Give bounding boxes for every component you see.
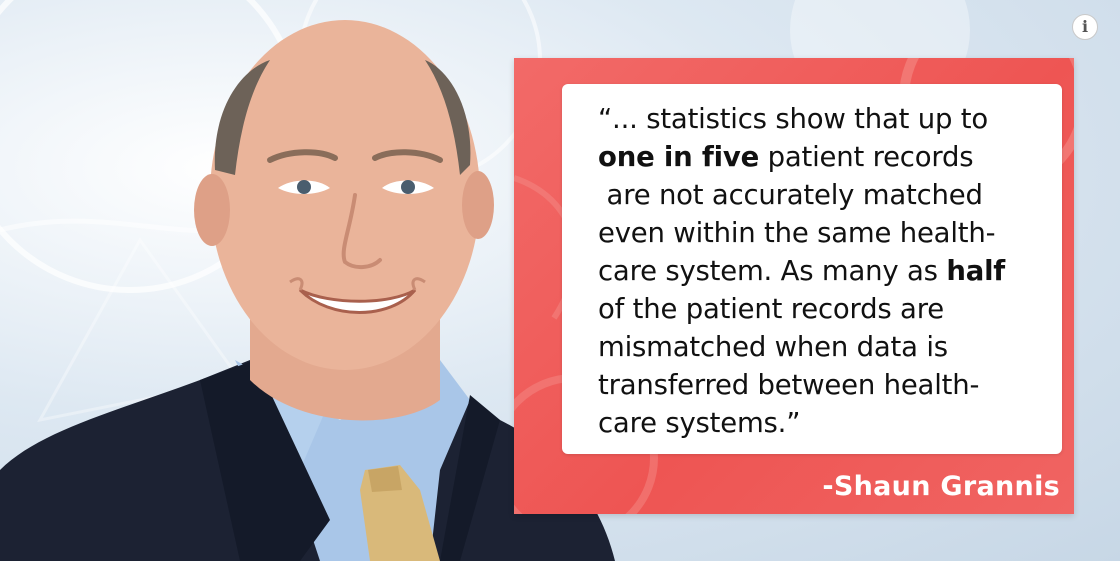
quote-emphasis: half: [946, 255, 1006, 287]
quote-line: care system. As many as half: [598, 255, 1006, 287]
quote-attribution: -Shaun Grannis: [822, 471, 1060, 502]
info-button[interactable]: i: [1072, 14, 1098, 40]
quote-line: “... statistics show that up to: [598, 103, 988, 135]
quote-line: one in five patient records: [598, 141, 974, 173]
quote-text: “... statistics show that up to one in f…: [598, 100, 1048, 442]
quote-line: care systems.”: [598, 407, 801, 439]
quote-line: of the patient records are: [598, 293, 944, 325]
quote-panel: “... statistics show that up to one in f…: [514, 58, 1074, 514]
quote-card: “... statistics show that up to one in f…: [562, 84, 1062, 454]
quote-line: mismatched when data is: [598, 331, 948, 363]
quote-emphasis: one in five: [598, 141, 760, 173]
quote-line: are not accurately matched: [598, 179, 983, 211]
speaker-portrait: [0, 20, 615, 561]
info-icon: i: [1081, 17, 1089, 36]
quote-line: even within the same health-: [598, 217, 996, 249]
quote-line: transferred between health-: [598, 369, 980, 401]
